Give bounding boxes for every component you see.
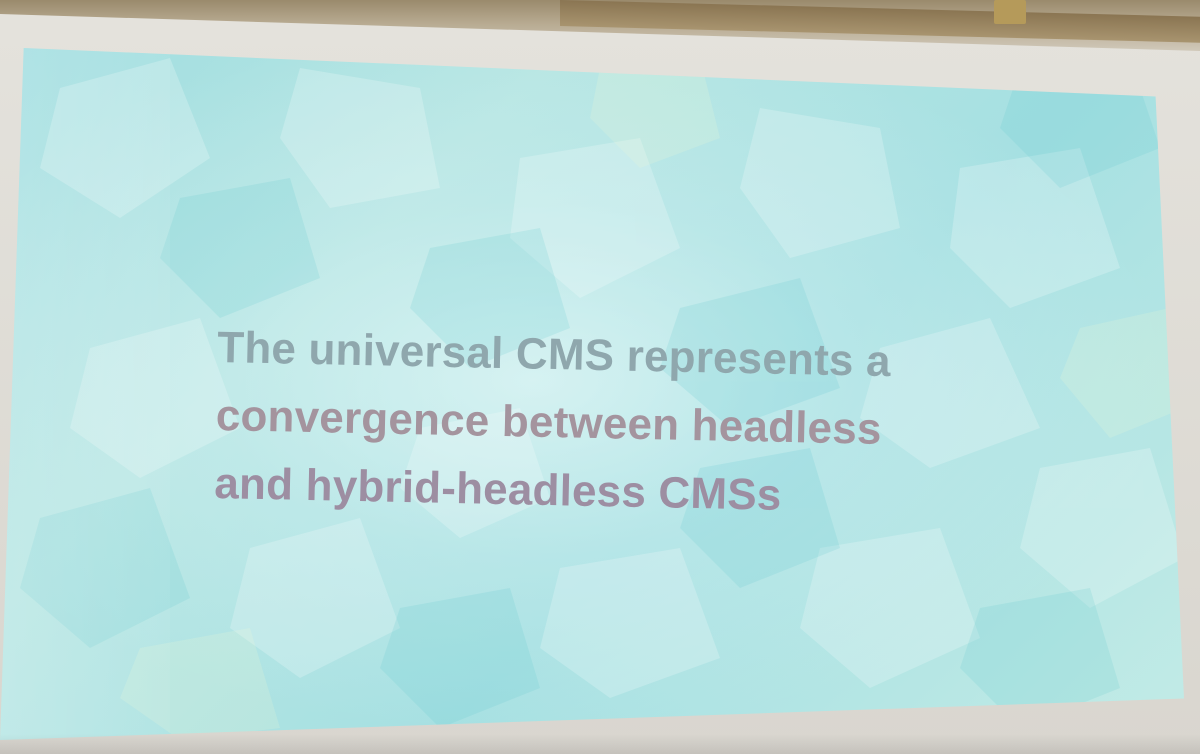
projector-mount-bracket <box>994 0 1026 24</box>
screen-bottom-shadow <box>0 734 1200 754</box>
slide-left-band <box>0 48 170 740</box>
presentation-slide: The universal CMS represents a convergen… <box>0 48 1184 740</box>
geometric-background-pattern <box>20 58 1184 740</box>
slide-headline: The universal CMS represents a convergen… <box>214 314 1018 535</box>
